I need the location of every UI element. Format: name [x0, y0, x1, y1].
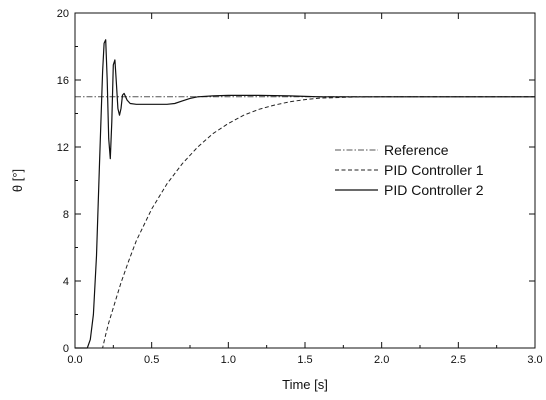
x-tick-label: 0.5	[144, 354, 159, 366]
y-tick-label: 16	[57, 75, 69, 87]
series-line-1	[75, 96, 535, 349]
y-axis-title: θ [°]	[10, 169, 25, 192]
legend-label-reference: Reference	[384, 142, 449, 158]
x-tick-label: 1.0	[221, 354, 236, 366]
legend-label-pid-controller-2: PID Controller 2	[384, 182, 484, 198]
series-layer	[75, 39, 535, 349]
legend-item-pid-controller-2: PID Controller 2	[335, 182, 484, 198]
legend-label-pid-controller-1: PID Controller 1	[384, 162, 484, 178]
x-tick-label: 0.0	[67, 354, 82, 366]
x-axis-ticks: 0.0 0.5 1.0 1.5 2.0 2.5 3.0	[67, 13, 543, 366]
x-tick-label: 3.0	[527, 354, 542, 366]
x-tick-label: 2.0	[374, 354, 389, 366]
y-tick-label: 20	[57, 8, 69, 20]
legend: Reference PID Controller 1 PID Controlle…	[335, 142, 484, 198]
y-tick-label: 4	[63, 276, 69, 288]
y-axis-ticks: 0 4 8 12 16 20	[57, 8, 535, 355]
x-tick-label: 1.5	[297, 354, 312, 366]
legend-item-pid-controller-1: PID Controller 1	[335, 162, 484, 178]
x-tick-label: 2.5	[451, 354, 466, 366]
legend-item-reference: Reference	[335, 142, 449, 158]
y-tick-label: 12	[57, 142, 69, 154]
x-axis-title: Time [s]	[282, 377, 328, 392]
plot-frame	[74, 12, 536, 349]
y-tick-label: 0	[63, 343, 69, 355]
series-line-2	[75, 39, 535, 349]
y-tick-label: 8	[63, 209, 69, 221]
